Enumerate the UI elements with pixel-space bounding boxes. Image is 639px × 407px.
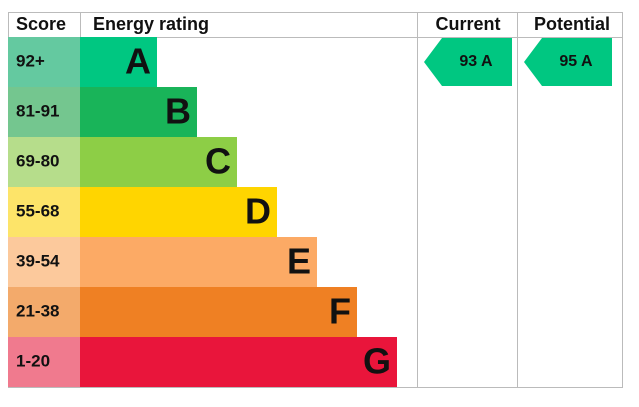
score-label: 55-68 [16,201,59,220]
current-arrow [424,38,512,86]
band-letter: A [125,41,151,82]
rating-bar [80,337,397,387]
score-label: 1-20 [16,351,50,370]
score-cell [8,137,80,187]
band-letter: G [363,341,391,382]
score-cell [8,287,80,337]
score-cell [8,337,80,387]
band-letter: B [165,91,191,132]
band-letter: F [329,291,351,332]
band-letter: E [287,241,311,282]
rating-bar [80,137,237,187]
band-letter: D [245,191,271,232]
current-label: 93 A [459,53,493,70]
header-potential: Potential [534,14,610,34]
score-label: 92+ [16,51,45,70]
score-cell [8,87,80,137]
rating-bar [80,187,277,237]
rating-bar [80,37,157,87]
rating-bar [80,87,197,137]
score-cell [8,237,80,287]
rating-bar [80,287,357,337]
score-cell [8,187,80,237]
score-cell [8,37,80,87]
potential-arrow [524,38,612,86]
score-label: 21-38 [16,301,59,320]
score-label: 81-91 [16,101,59,120]
score-label: 69-80 [16,151,59,170]
rating-bar [80,237,317,287]
header-rating: Energy rating [93,14,209,34]
potential-label: 95 A [559,53,593,70]
score-label: 39-54 [16,251,60,270]
header-score: Score [16,14,66,34]
band-letter: C [205,141,231,182]
header-current: Current [435,14,500,34]
